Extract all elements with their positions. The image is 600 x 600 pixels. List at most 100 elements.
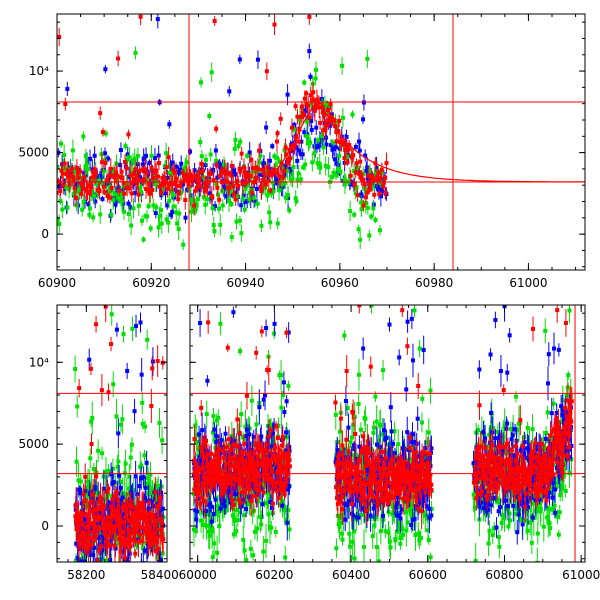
data-point [543, 328, 548, 333]
data-point [205, 378, 210, 383]
data-point [352, 212, 357, 217]
data-point [396, 442, 401, 447]
data-point [126, 211, 131, 216]
data-point [134, 323, 139, 328]
data-point [133, 551, 138, 556]
data-point [118, 162, 123, 167]
data-point [483, 512, 488, 517]
data-point [147, 182, 152, 187]
data-point [234, 495, 239, 500]
data-point [101, 169, 106, 174]
data-point [251, 168, 256, 173]
data-point [194, 202, 199, 207]
data-point [345, 160, 350, 165]
data-point [153, 490, 158, 495]
data-point [371, 178, 376, 183]
data-point [153, 182, 158, 187]
data-point [560, 486, 565, 491]
data-point [276, 423, 281, 428]
data-point [122, 556, 127, 561]
data-point [338, 169, 343, 174]
data-point [230, 513, 235, 518]
data-point [236, 184, 241, 189]
data-point [127, 186, 132, 191]
data-point [94, 170, 99, 175]
data-point [147, 500, 152, 505]
data-point [204, 188, 209, 193]
data-point [374, 165, 379, 170]
data-point [173, 180, 178, 185]
data-point [229, 163, 234, 168]
data-point [109, 342, 114, 347]
data-point [104, 469, 109, 474]
data-point [543, 447, 548, 452]
data-point [91, 193, 96, 198]
data-point [100, 160, 105, 165]
data-point [65, 205, 70, 210]
data-point [94, 512, 99, 517]
data-point [297, 139, 302, 144]
data-point [131, 171, 136, 176]
data-point [143, 529, 148, 534]
data-point [125, 157, 130, 162]
data-point [106, 390, 111, 395]
data-point [203, 202, 208, 207]
data-point [87, 357, 92, 362]
data-point [323, 163, 328, 168]
data-point [429, 506, 434, 511]
data-point [145, 188, 150, 193]
data-point [356, 402, 361, 407]
data-point [78, 479, 83, 484]
data-point [90, 169, 95, 174]
data-point [207, 114, 212, 119]
data-point [342, 156, 347, 161]
data-point [84, 512, 89, 517]
data-point [160, 175, 165, 180]
data-point [159, 183, 164, 188]
data-point [133, 177, 138, 182]
data-point [147, 486, 152, 491]
data-point [241, 500, 246, 505]
data-point [75, 510, 80, 515]
data-point [92, 153, 97, 158]
data-point [363, 517, 368, 522]
data-point [311, 90, 316, 95]
data-point [74, 196, 79, 201]
data-point [257, 148, 262, 153]
data-point [145, 549, 150, 554]
data-point [361, 544, 366, 549]
data-point [85, 183, 90, 188]
data-point [140, 501, 145, 506]
data-point [165, 186, 170, 191]
data-point [213, 148, 218, 153]
data-point [77, 386, 82, 391]
data-point [120, 417, 125, 422]
data-point [235, 518, 240, 523]
data-point [139, 372, 144, 377]
data-point [140, 539, 145, 544]
data-point [218, 165, 223, 170]
data-point [149, 403, 154, 408]
data-point [267, 158, 272, 163]
data-point [255, 201, 260, 206]
data-point [301, 165, 306, 170]
data-point [143, 485, 148, 490]
data-point [357, 148, 362, 153]
data-point [339, 447, 344, 452]
data-point [128, 455, 133, 460]
data-point [563, 489, 568, 494]
data-point [159, 190, 164, 195]
data-point [153, 518, 158, 523]
data-point [57, 165, 60, 170]
data-point [283, 195, 288, 200]
data-point [148, 226, 153, 231]
data-point [115, 508, 120, 513]
data-point [141, 504, 146, 509]
data-point [128, 544, 133, 549]
data-point [250, 165, 255, 170]
data-point [131, 487, 136, 492]
data-point [313, 67, 318, 72]
data-point [300, 152, 305, 157]
data-point [348, 209, 353, 214]
